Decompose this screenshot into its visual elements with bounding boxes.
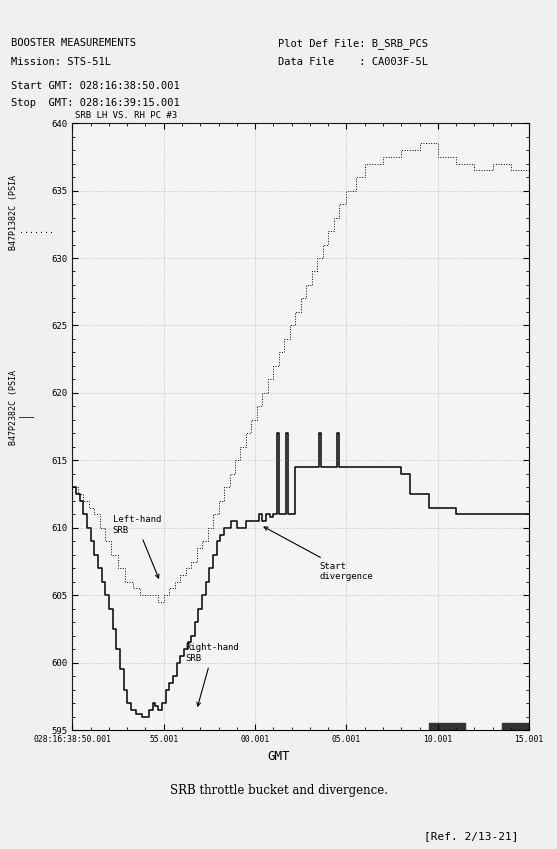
Text: Start GMT: 028:16:38:50.001: Start GMT: 028:16:38:50.001 xyxy=(11,81,180,91)
Text: Left-hand
SRB: Left-hand SRB xyxy=(113,515,161,578)
Text: Stop  GMT: 028:16:39:15.001: Stop GMT: 028:16:39:15.001 xyxy=(11,98,180,108)
Text: Mission: STS-51L: Mission: STS-51L xyxy=(11,57,111,67)
Text: Right-hand
SRB: Right-hand SRB xyxy=(185,644,240,706)
Text: SRB LH VS. RH PC #3: SRB LH VS. RH PC #3 xyxy=(75,111,177,120)
Text: B47P2382C (PSIA: B47P2382C (PSIA xyxy=(9,370,18,445)
Text: GMT: GMT xyxy=(267,750,290,763)
Text: ———: ——— xyxy=(19,413,34,422)
Text: Plot Def File: B_SRB_PCS: Plot Def File: B_SRB_PCS xyxy=(278,38,428,49)
Text: .......: ....... xyxy=(19,227,54,235)
Text: Start
divergence: Start divergence xyxy=(264,527,373,581)
Text: SRB throttle bucket and divergence.: SRB throttle bucket and divergence. xyxy=(169,784,388,797)
Text: Data File    : CA003F-5L: Data File : CA003F-5L xyxy=(278,57,428,67)
Text: [Ref. 2/13-21]: [Ref. 2/13-21] xyxy=(423,831,518,841)
Text: B47P1382C (PSIA: B47P1382C (PSIA xyxy=(9,175,18,250)
Text: BOOSTER MEASUREMENTS: BOOSTER MEASUREMENTS xyxy=(11,38,136,48)
